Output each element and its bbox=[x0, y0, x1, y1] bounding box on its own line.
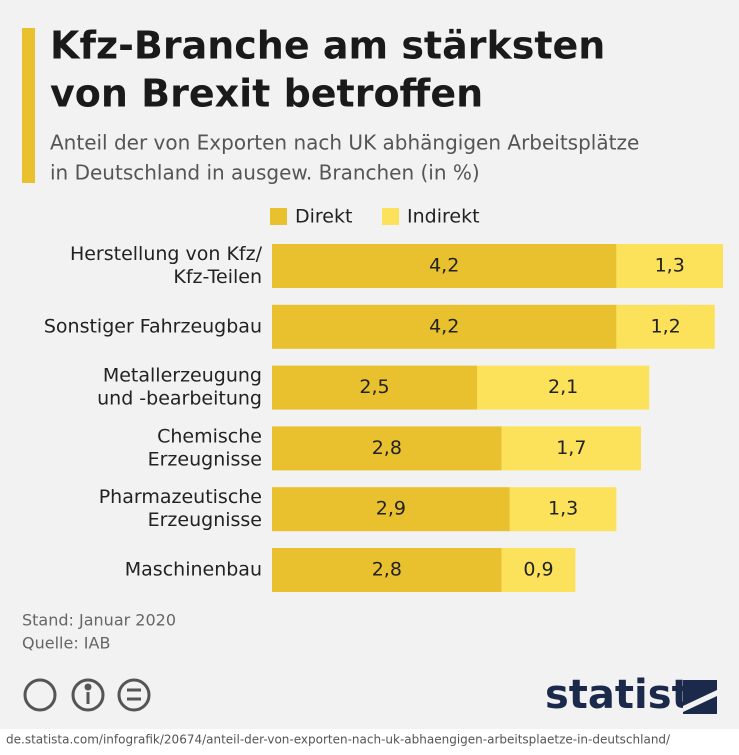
category-label: und -bearbeitung bbox=[97, 388, 262, 410]
value-label: 1,3 bbox=[548, 498, 578, 520]
value-label: 2,1 bbox=[548, 376, 578, 398]
category-label: Pharmazeutische bbox=[99, 486, 262, 508]
value-label: 1,3 bbox=[655, 255, 685, 277]
bar-segment bbox=[272, 548, 502, 592]
value-label: 0,9 bbox=[523, 559, 553, 581]
bar-segment bbox=[501, 548, 576, 592]
value-label: 2,8 bbox=[372, 437, 402, 459]
bar-segment bbox=[616, 304, 715, 349]
bar-segment bbox=[616, 244, 723, 288]
bar-segment bbox=[272, 244, 617, 288]
category-label: Maschinenbau bbox=[125, 559, 262, 581]
chart-subtitle: Anteil der von Exporten nach UK abhängig… bbox=[50, 131, 639, 155]
value-label: 2,9 bbox=[376, 498, 406, 520]
url: de.statista.com/infografik/20674/anteil-… bbox=[6, 733, 671, 747]
license-icons bbox=[23, 678, 151, 712]
category-label: Erzeugnisse bbox=[148, 448, 262, 470]
category-label: Chemische bbox=[157, 425, 262, 447]
bar-segment bbox=[272, 487, 510, 532]
value-label: 1,2 bbox=[650, 315, 680, 337]
bar-segment bbox=[272, 426, 502, 471]
legend-swatch bbox=[270, 208, 287, 225]
category-label: Sonstiger Fahrzeugbau bbox=[44, 315, 262, 337]
chart-title: von Brexit betroffen bbox=[50, 72, 483, 116]
value-label: 2,5 bbox=[359, 376, 389, 398]
category-label: Kfz-Teilen bbox=[173, 266, 262, 288]
value-label: 1,7 bbox=[556, 437, 586, 459]
chart-title: Kfz-Branche am stärksten bbox=[50, 24, 605, 68]
bar-segment bbox=[272, 304, 617, 349]
bar-segment bbox=[509, 487, 617, 532]
bar-segment bbox=[501, 426, 641, 471]
legend-label: Direkt bbox=[295, 206, 352, 228]
category-label: Metallerzeugung bbox=[103, 365, 262, 387]
brand-logo-mark bbox=[683, 690, 717, 712]
url-bar bbox=[0, 729, 739, 751]
category-label: Erzeugnisse bbox=[148, 509, 262, 531]
category-label: Herstellung von Kfz/ bbox=[70, 243, 263, 265]
chart-subtitle: in Deutschland in ausgew. Branchen (in %… bbox=[50, 161, 480, 185]
bar-segment bbox=[477, 365, 650, 410]
legend-label: Indirekt bbox=[407, 206, 480, 228]
value-label: 4,2 bbox=[429, 315, 459, 337]
note: Stand: Januar 2020 bbox=[22, 611, 176, 630]
accent-bar bbox=[22, 28, 35, 183]
value-label: 4,2 bbox=[429, 255, 459, 277]
bar-segment bbox=[272, 365, 477, 410]
note: Quelle: IAB bbox=[22, 634, 110, 653]
value-label: 2,8 bbox=[372, 559, 402, 581]
legend-swatch bbox=[382, 208, 399, 225]
